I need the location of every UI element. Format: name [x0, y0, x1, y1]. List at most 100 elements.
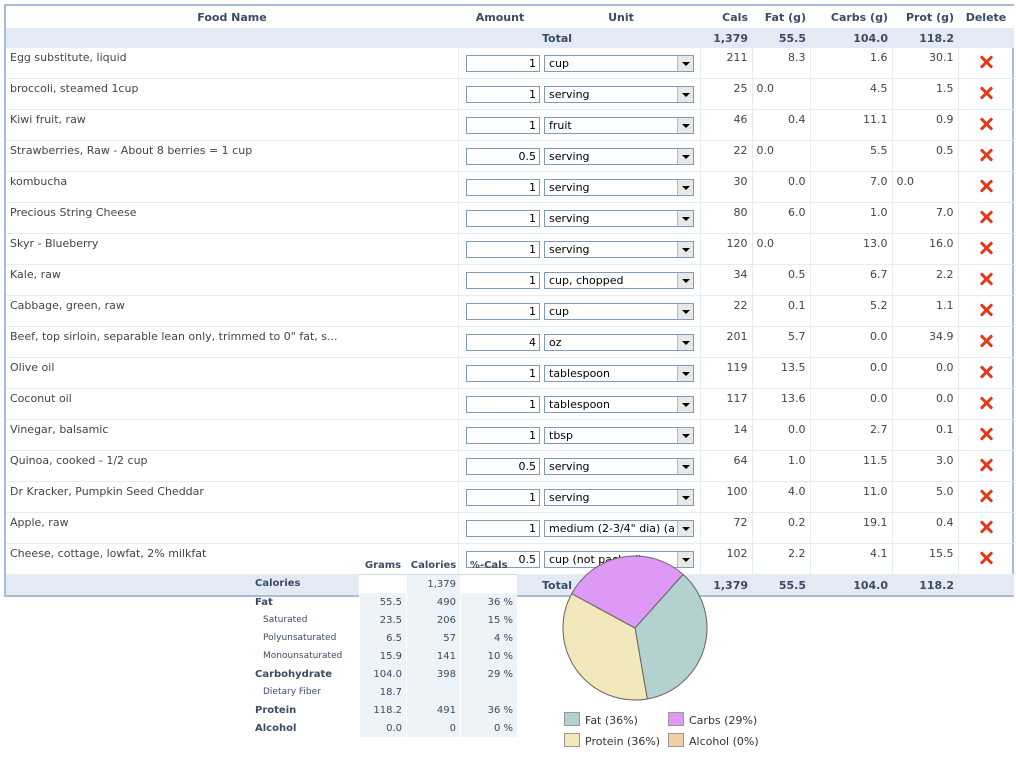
cals-cell: 64: [699, 450, 752, 482]
col-food-name[interactable]: Food Name: [6, 6, 458, 28]
unit-select[interactable]: serving: [544, 209, 694, 227]
food-name-link[interactable]: Coconut oil: [10, 392, 72, 405]
pie-slice: [562, 592, 648, 701]
unit-select[interactable]: tablespoon: [544, 395, 694, 413]
delete-icon[interactable]: [978, 240, 994, 256]
chevron-down-icon[interactable]: [677, 551, 693, 567]
unit-select[interactable]: serving: [544, 178, 694, 196]
amount-input[interactable]: [466, 364, 540, 382]
delete-icon[interactable]: [978, 85, 994, 101]
amount-input[interactable]: [466, 333, 540, 351]
chevron-down-icon[interactable]: [677, 427, 693, 443]
chevron-down-icon[interactable]: [677, 396, 693, 412]
unit-select[interactable]: tbsp: [544, 426, 694, 444]
food-name-link[interactable]: Cheese, cottage, lowfat, 2% milkfat: [10, 547, 207, 560]
amount-cell: [457, 357, 542, 389]
delete-icon[interactable]: [978, 116, 994, 132]
delete-icon[interactable]: [978, 333, 994, 349]
delete-icon[interactable]: [978, 271, 994, 287]
col-unit[interactable]: Unit: [542, 6, 700, 28]
food-name-link[interactable]: Kiwi fruit, raw: [10, 113, 86, 126]
delete-cell: [957, 512, 1014, 544]
chevron-down-icon[interactable]: [677, 179, 693, 195]
chevron-down-icon[interactable]: [677, 458, 693, 474]
chevron-down-icon[interactable]: [677, 86, 693, 102]
unit-select[interactable]: cup: [544, 54, 694, 72]
amount-input[interactable]: [466, 395, 540, 413]
col-prot[interactable]: Prot (g): [892, 6, 958, 28]
delete-icon[interactable]: [978, 364, 994, 380]
unit-select[interactable]: fruit: [544, 116, 694, 134]
delete-icon[interactable]: [978, 426, 994, 442]
chevron-down-icon[interactable]: [677, 520, 693, 536]
amount-input[interactable]: [466, 519, 540, 537]
delete-icon[interactable]: [978, 550, 994, 566]
delete-icon[interactable]: [978, 147, 994, 163]
summary-calories: 57: [406, 629, 461, 647]
food-name-link[interactable]: kombucha: [10, 175, 68, 188]
amount-input[interactable]: [466, 457, 540, 475]
food-name-link[interactable]: Precious String Cheese: [10, 206, 137, 219]
delete-icon[interactable]: [978, 488, 994, 504]
amount-input[interactable]: [466, 302, 540, 320]
unit-select[interactable]: cup: [544, 302, 694, 320]
chevron-down-icon[interactable]: [677, 365, 693, 381]
col-fat[interactable]: Fat (g): [752, 6, 810, 28]
amount-input[interactable]: [466, 271, 540, 289]
food-name-link[interactable]: Quinoa, cooked - 1/2 cup: [10, 454, 148, 467]
amount-input[interactable]: [466, 147, 540, 165]
amount-input[interactable]: [466, 54, 540, 72]
amount-input[interactable]: [466, 426, 540, 444]
legend-swatch: [668, 733, 684, 747]
delete-icon[interactable]: [978, 302, 994, 318]
unit-select[interactable]: cup, chopped: [544, 271, 694, 289]
chevron-down-icon[interactable]: [677, 55, 693, 71]
amount-input[interactable]: [466, 209, 540, 227]
amount-input[interactable]: [466, 240, 540, 258]
food-name-link[interactable]: Cabbage, green, raw: [10, 299, 125, 312]
chevron-down-icon[interactable]: [677, 241, 693, 257]
col-carbs[interactable]: Carbs (g): [810, 6, 892, 28]
delete-icon[interactable]: [978, 457, 994, 473]
unit-select[interactable]: serving: [544, 488, 694, 506]
food-name-link[interactable]: Apple, raw: [10, 516, 69, 529]
summary-row: Carbohydrate 104.0 398 29 %: [252, 665, 517, 683]
col-cals[interactable]: Cals: [700, 6, 752, 28]
delete-icon[interactable]: [978, 519, 994, 535]
unit-select[interactable]: oz: [544, 333, 694, 351]
food-name-link[interactable]: Olive oil: [10, 361, 55, 374]
delete-cell: [957, 48, 1014, 79]
chevron-down-icon[interactable]: [677, 210, 693, 226]
delete-icon[interactable]: [978, 209, 994, 225]
chevron-down-icon[interactable]: [677, 148, 693, 164]
chevron-down-icon[interactable]: [677, 334, 693, 350]
food-name-link[interactable]: Skyr - Blueberry: [10, 237, 99, 250]
unit-select[interactable]: medium (2-3/4" dia) (a: [544, 519, 694, 537]
food-name-link[interactable]: Vinegar, balsamic: [10, 423, 109, 436]
delete-icon[interactable]: [978, 178, 994, 194]
unit-select[interactable]: serving: [544, 85, 694, 103]
delete-icon[interactable]: [978, 54, 994, 70]
col-amount[interactable]: Amount: [458, 6, 542, 28]
food-name-link[interactable]: Dr Kracker, Pumpkin Seed Cheddar: [10, 485, 204, 498]
food-name-link[interactable]: Beef, top sirloin, separable lean only, …: [10, 330, 338, 343]
amount-input[interactable]: [466, 178, 540, 196]
food-name-link[interactable]: Egg substitute, liquid: [10, 51, 127, 64]
chevron-down-icon[interactable]: [677, 303, 693, 319]
chevron-down-icon[interactable]: [677, 117, 693, 133]
food-name-link[interactable]: Strawberries, Raw - About 8 berries = 1 …: [10, 144, 253, 157]
chevron-down-icon[interactable]: [677, 272, 693, 288]
chevron-down-icon[interactable]: [677, 489, 693, 505]
delete-icon[interactable]: [978, 395, 994, 411]
amount-input[interactable]: [466, 116, 540, 134]
unit-select[interactable]: serving: [544, 457, 694, 475]
amount-input[interactable]: [466, 488, 540, 506]
carbs-cell: 1.6: [809, 48, 892, 79]
unit-select[interactable]: serving: [544, 240, 694, 258]
food-name-link[interactable]: broccoli, steamed 1cup: [10, 82, 139, 95]
food-name-link[interactable]: Kale, raw: [10, 268, 61, 281]
unit-select[interactable]: tablespoon: [544, 364, 694, 382]
unit-select[interactable]: serving: [544, 147, 694, 165]
prot-cell: 16.0: [891, 233, 958, 265]
amount-input[interactable]: [466, 85, 540, 103]
